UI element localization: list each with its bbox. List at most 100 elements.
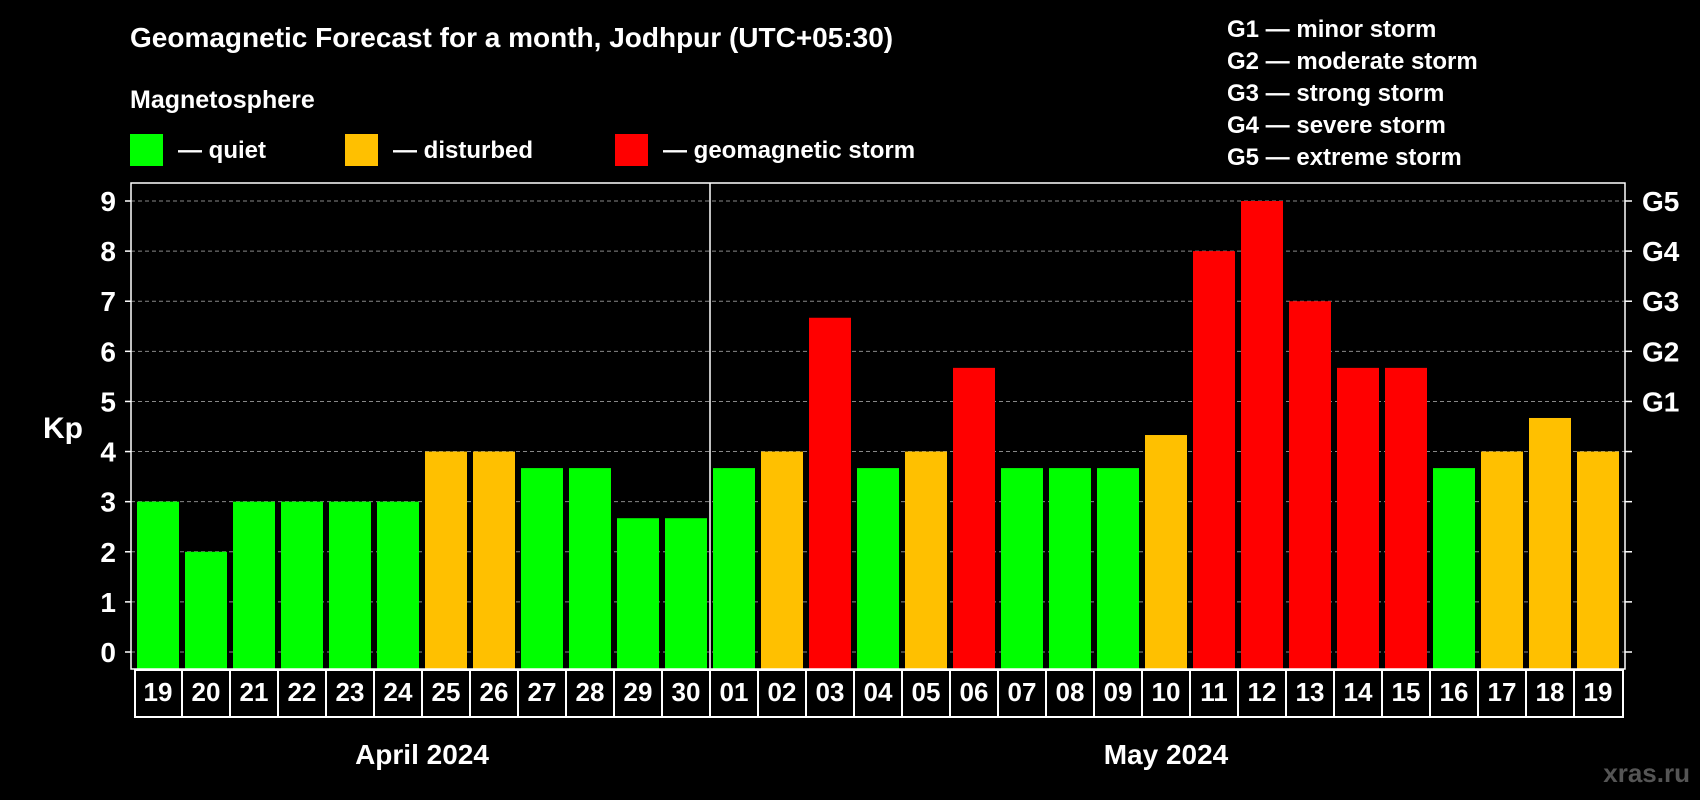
x-tick-label: 26 bbox=[480, 677, 509, 707]
y-tick-label: 2 bbox=[100, 537, 116, 568]
storm-legend-g4: G4 — severe storm bbox=[1227, 112, 1446, 139]
legend-swatch-quiet bbox=[130, 134, 163, 166]
legend-title: Magnetosphere bbox=[130, 86, 315, 114]
storm-legend-g3: G3 — strong storm bbox=[1227, 80, 1444, 107]
x-tick-label: 10 bbox=[1152, 677, 1181, 707]
x-tick-label: 17 bbox=[1488, 677, 1517, 707]
bar-quiet bbox=[377, 501, 419, 669]
bar-quiet bbox=[1097, 468, 1139, 669]
bar-disturbed bbox=[905, 451, 947, 669]
x-tick-label: 29 bbox=[624, 677, 653, 707]
y-tick-label: 7 bbox=[100, 286, 116, 317]
y-tick-label: 4 bbox=[100, 437, 116, 468]
x-tick-label: 19 bbox=[1584, 677, 1613, 707]
bar-storm bbox=[953, 367, 995, 669]
x-tick-label: 01 bbox=[720, 677, 749, 707]
x-tick-label: 11 bbox=[1200, 677, 1228, 707]
x-tick-label: 05 bbox=[912, 677, 941, 707]
bar-quiet bbox=[329, 501, 371, 669]
month-label: April 2024 bbox=[355, 739, 489, 770]
x-tick-label: 20 bbox=[192, 677, 221, 707]
x-tick-label: 21 bbox=[240, 677, 269, 707]
x-tick-label: 02 bbox=[768, 677, 797, 707]
storm-level-tick-g5: G5 bbox=[1642, 186, 1679, 217]
bar-disturbed bbox=[761, 451, 803, 669]
y-tick-label: 3 bbox=[100, 487, 116, 518]
legend-swatch-disturbed bbox=[345, 134, 378, 166]
x-tick-label: 28 bbox=[576, 677, 605, 707]
bar-quiet bbox=[233, 501, 275, 669]
x-tick-label: 18 bbox=[1536, 677, 1565, 707]
bar-quiet bbox=[1049, 468, 1091, 669]
y-tick-label: 0 bbox=[100, 637, 116, 668]
x-tick-label: 25 bbox=[432, 677, 461, 707]
month-label: May 2024 bbox=[1104, 739, 1229, 770]
bar-storm bbox=[1337, 367, 1379, 669]
y-tick-label: 1 bbox=[100, 587, 116, 618]
x-tick-label: 04 bbox=[864, 677, 893, 707]
y-axis-label: Kp bbox=[43, 412, 83, 445]
storm-legend-g2: G2 — moderate storm bbox=[1227, 48, 1478, 75]
legend-label-storm: — geomagnetic storm bbox=[663, 137, 915, 164]
x-tick-label: 07 bbox=[1008, 677, 1037, 707]
bar-quiet bbox=[137, 501, 179, 669]
x-tick-label: 03 bbox=[816, 677, 845, 707]
y-tick-label: 6 bbox=[100, 336, 116, 367]
bar-quiet bbox=[185, 551, 227, 669]
legend-label-quiet: — quiet bbox=[178, 137, 266, 164]
bar-storm bbox=[1241, 201, 1283, 669]
x-tick-label: 09 bbox=[1104, 677, 1133, 707]
bar-disturbed bbox=[1529, 417, 1571, 669]
bar-quiet bbox=[713, 468, 755, 669]
legend-label-disturbed: — disturbed bbox=[393, 137, 533, 164]
bar-quiet bbox=[617, 518, 659, 669]
y-tick-label: 9 bbox=[100, 186, 116, 217]
bar-quiet bbox=[1433, 468, 1475, 669]
date-label-frame bbox=[134, 669, 1624, 718]
bar-quiet bbox=[857, 468, 899, 669]
x-tick-label: 19 bbox=[144, 677, 173, 707]
bar-quiet bbox=[521, 468, 563, 669]
y-tick-label: 8 bbox=[100, 236, 116, 267]
bar-disturbed bbox=[473, 451, 515, 669]
legend-item-disturbed: — disturbed bbox=[345, 134, 533, 166]
x-tick-label: 30 bbox=[672, 677, 701, 707]
storm-scale-legend: G1 — minor storm G2 — moderate storm G3 … bbox=[1227, 16, 1478, 171]
legend: — quiet — disturbed — geomagnetic storm bbox=[130, 134, 915, 166]
x-tick-label: 16 bbox=[1440, 677, 1469, 707]
bar-quiet bbox=[569, 468, 611, 669]
storm-level-tick-g2: G2 bbox=[1642, 336, 1679, 367]
x-tick-label: 15 bbox=[1392, 677, 1421, 707]
x-tick-label: 22 bbox=[288, 677, 317, 707]
x-tick-label: 13 bbox=[1296, 677, 1325, 707]
legend-item-quiet: — quiet bbox=[130, 134, 266, 166]
x-tick-label: 23 bbox=[336, 677, 365, 707]
x-tick-label: 14 bbox=[1344, 677, 1373, 707]
storm-level-tick-g3: G3 bbox=[1642, 286, 1679, 317]
x-tick-label: 24 bbox=[384, 677, 413, 707]
legend-swatch-storm bbox=[615, 134, 648, 166]
x-tick-label: 06 bbox=[960, 677, 989, 707]
y-tick-label: 5 bbox=[100, 386, 116, 417]
bar-storm bbox=[1193, 251, 1235, 669]
storm-legend-g1: G1 — minor storm bbox=[1227, 16, 1436, 43]
bar-disturbed bbox=[1481, 451, 1523, 669]
bar-quiet bbox=[1001, 468, 1043, 669]
storm-level-tick-g4: G4 bbox=[1642, 236, 1680, 267]
legend-item-storm: — geomagnetic storm bbox=[615, 134, 915, 166]
bar-disturbed bbox=[1577, 451, 1619, 669]
bar-storm bbox=[1385, 367, 1427, 669]
bar-disturbed bbox=[1145, 435, 1187, 669]
bar-storm bbox=[809, 317, 851, 669]
watermark: xras.ru bbox=[1603, 758, 1690, 788]
x-tick-label: 08 bbox=[1056, 677, 1085, 707]
storm-level-tick-g1: G1 bbox=[1642, 386, 1679, 417]
bar-storm bbox=[1289, 301, 1331, 669]
bar-disturbed bbox=[425, 451, 467, 669]
storm-legend-g5: G5 — extreme storm bbox=[1227, 144, 1462, 171]
bar-quiet bbox=[281, 501, 323, 669]
bar-quiet bbox=[665, 518, 707, 669]
chart-title: Geomagnetic Forecast for a month, Jodhpu… bbox=[130, 22, 893, 53]
x-tick-label: 27 bbox=[528, 677, 557, 707]
